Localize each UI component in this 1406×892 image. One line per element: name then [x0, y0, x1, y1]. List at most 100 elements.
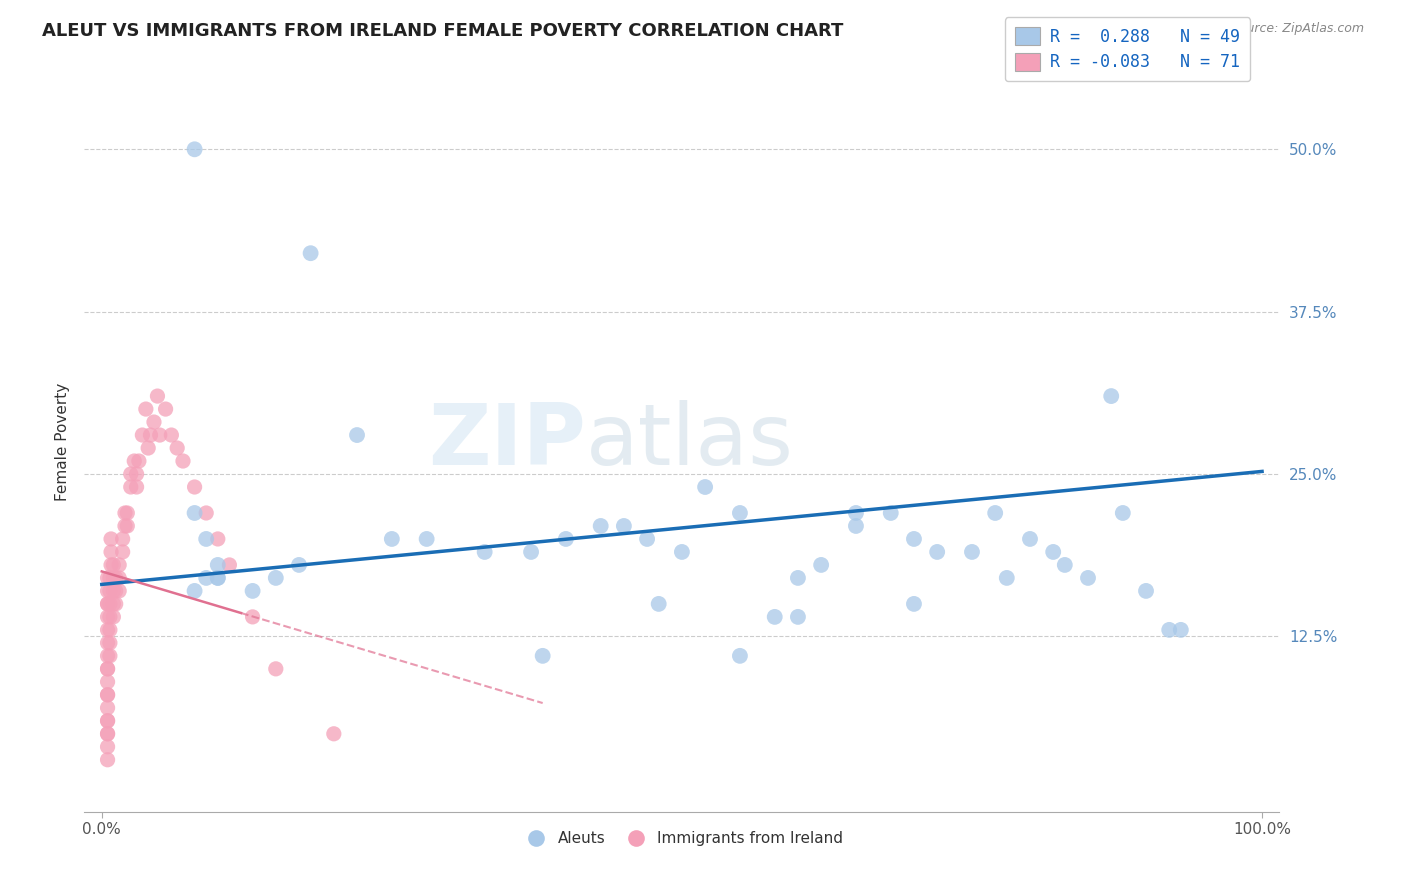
Point: [97, 727, 120, 741]
Point: [1053, 558, 1076, 572]
Point: [787, 610, 810, 624]
Point: [97, 701, 120, 715]
Point: [97, 739, 120, 754]
Text: Source: ZipAtlas.com: Source: ZipAtlas.com: [1230, 22, 1364, 36]
Point: [845, 506, 868, 520]
Point: [135, 402, 157, 417]
Point: [264, 571, 287, 585]
Point: [264, 662, 287, 676]
Point: [1159, 623, 1181, 637]
Point: [613, 519, 636, 533]
Text: atlas: atlas: [586, 400, 794, 483]
Point: [120, 480, 142, 494]
Point: [103, 571, 125, 585]
Point: [117, 506, 139, 520]
Point: [207, 571, 229, 585]
Point: [195, 506, 218, 520]
Point: [104, 571, 127, 585]
Point: [195, 571, 218, 585]
Point: [1135, 583, 1157, 598]
Point: [984, 506, 1007, 520]
Point: [97, 688, 120, 702]
Point: [97, 636, 120, 650]
Point: [207, 532, 229, 546]
Point: [108, 583, 131, 598]
Point: [381, 532, 404, 546]
Point: [1042, 545, 1064, 559]
Point: [1019, 532, 1042, 546]
Point: [97, 648, 120, 663]
Point: [242, 610, 264, 624]
Point: [103, 597, 125, 611]
Point: [108, 571, 131, 585]
Y-axis label: Female Poverty: Female Poverty: [55, 383, 70, 500]
Point: [845, 519, 868, 533]
Point: [787, 571, 810, 585]
Point: [1099, 389, 1122, 403]
Point: [97, 674, 120, 689]
Point: [960, 545, 983, 559]
Point: [149, 428, 172, 442]
Point: [97, 727, 120, 741]
Point: [183, 583, 205, 598]
Point: [763, 610, 786, 624]
Text: ALEUT VS IMMIGRANTS FROM IRELAND FEMALE POVERTY CORRELATION CHART: ALEUT VS IMMIGRANTS FROM IRELAND FEMALE …: [42, 22, 844, 40]
Point: [97, 753, 120, 767]
Point: [100, 532, 122, 546]
Point: [299, 246, 322, 260]
Point: [531, 648, 554, 663]
Point: [139, 428, 162, 442]
Point: [128, 454, 150, 468]
Point: [810, 558, 832, 572]
Legend: Aleuts, Immigrants from Ireland: Aleuts, Immigrants from Ireland: [515, 825, 849, 852]
Point: [114, 519, 136, 533]
Point: [97, 714, 120, 728]
Point: [288, 558, 311, 572]
Point: [98, 610, 121, 624]
Point: [98, 636, 121, 650]
Point: [415, 532, 437, 546]
Point: [589, 519, 612, 533]
Point: [97, 662, 120, 676]
Point: [97, 610, 120, 624]
Point: [903, 597, 925, 611]
Point: [97, 597, 120, 611]
Point: [103, 558, 125, 572]
Point: [520, 545, 543, 559]
Point: [125, 467, 148, 481]
Point: [322, 727, 344, 741]
Point: [97, 597, 120, 611]
Point: [242, 583, 264, 598]
Point: [97, 688, 120, 702]
Point: [1170, 623, 1192, 637]
Point: [671, 545, 693, 559]
Point: [97, 571, 120, 585]
Point: [104, 583, 127, 598]
Point: [97, 714, 120, 728]
Point: [97, 662, 120, 676]
Text: ZIP: ZIP: [429, 400, 586, 483]
Point: [636, 532, 658, 546]
Point: [143, 415, 166, 429]
Point: [125, 480, 148, 494]
Point: [131, 428, 153, 442]
Point: [172, 454, 194, 468]
Point: [554, 532, 576, 546]
Point: [98, 583, 121, 598]
Point: [160, 428, 183, 442]
Point: [103, 583, 125, 598]
Point: [98, 597, 121, 611]
Point: [114, 506, 136, 520]
Point: [1112, 506, 1135, 520]
Point: [111, 532, 134, 546]
Point: [474, 545, 496, 559]
Point: [207, 571, 229, 585]
Point: [103, 610, 125, 624]
Point: [155, 402, 177, 417]
Point: [166, 441, 188, 455]
Point: [903, 532, 925, 546]
Point: [218, 558, 240, 572]
Point: [207, 558, 229, 572]
Point: [183, 480, 205, 494]
Point: [728, 506, 751, 520]
